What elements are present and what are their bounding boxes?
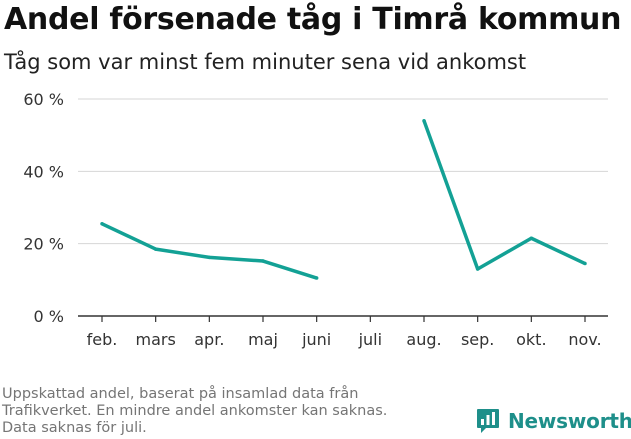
data-point (475, 267, 480, 271)
y-tick-label: 60 % (23, 90, 64, 109)
x-tick-label: juni (301, 330, 331, 349)
x-tick-label: aug. (406, 330, 441, 349)
data-point (583, 261, 587, 266)
brand-name: Newsworthy (508, 409, 631, 433)
data-point (529, 236, 534, 240)
footnote-line: Trafikverket. En mindre andel ankomster … (2, 403, 388, 419)
footnote-line: Data saknas för juli. (2, 420, 147, 436)
data-point (100, 222, 104, 226)
newsworthy-logo-icon (477, 409, 499, 433)
x-tick-label: feb. (87, 330, 118, 349)
newsworthy-brand: Newsworthy (476, 408, 631, 434)
x-tick-label: okt. (516, 330, 546, 349)
series-line (101, 222, 318, 280)
x-tick-label: apr. (194, 330, 224, 349)
footnote: Uppskattad andel, baserat på insamlad da… (2, 386, 442, 437)
x-tick-label: mars (136, 330, 176, 349)
line-chart: 0 % 20 % 40 % 60 % feb. mars apr. maj juni juli au… (23, 90, 608, 349)
data-point (261, 259, 265, 263)
y-tick-label: 20 % (23, 235, 64, 254)
y-tick-label: 40 % (23, 162, 64, 181)
x-tick-label: sep. (461, 330, 494, 349)
chart-title: Andel försenade tåg i Timrå kommun (4, 2, 622, 37)
series-line (422, 120, 586, 271)
x-tick-label: juli (358, 330, 382, 349)
y-tick-label: 0 % (34, 307, 64, 326)
data-point (314, 276, 319, 280)
data-point (422, 118, 426, 123)
footnote-line: Uppskattad andel, baserat på insamlad da… (2, 386, 359, 402)
chart-subtitle: Tåg som var minst fem minuter sena vid a… (4, 50, 527, 74)
x-tick-label: maj (248, 330, 278, 349)
data-point (207, 255, 212, 260)
x-tick-label: nov. (568, 330, 601, 349)
data-point (153, 247, 158, 251)
